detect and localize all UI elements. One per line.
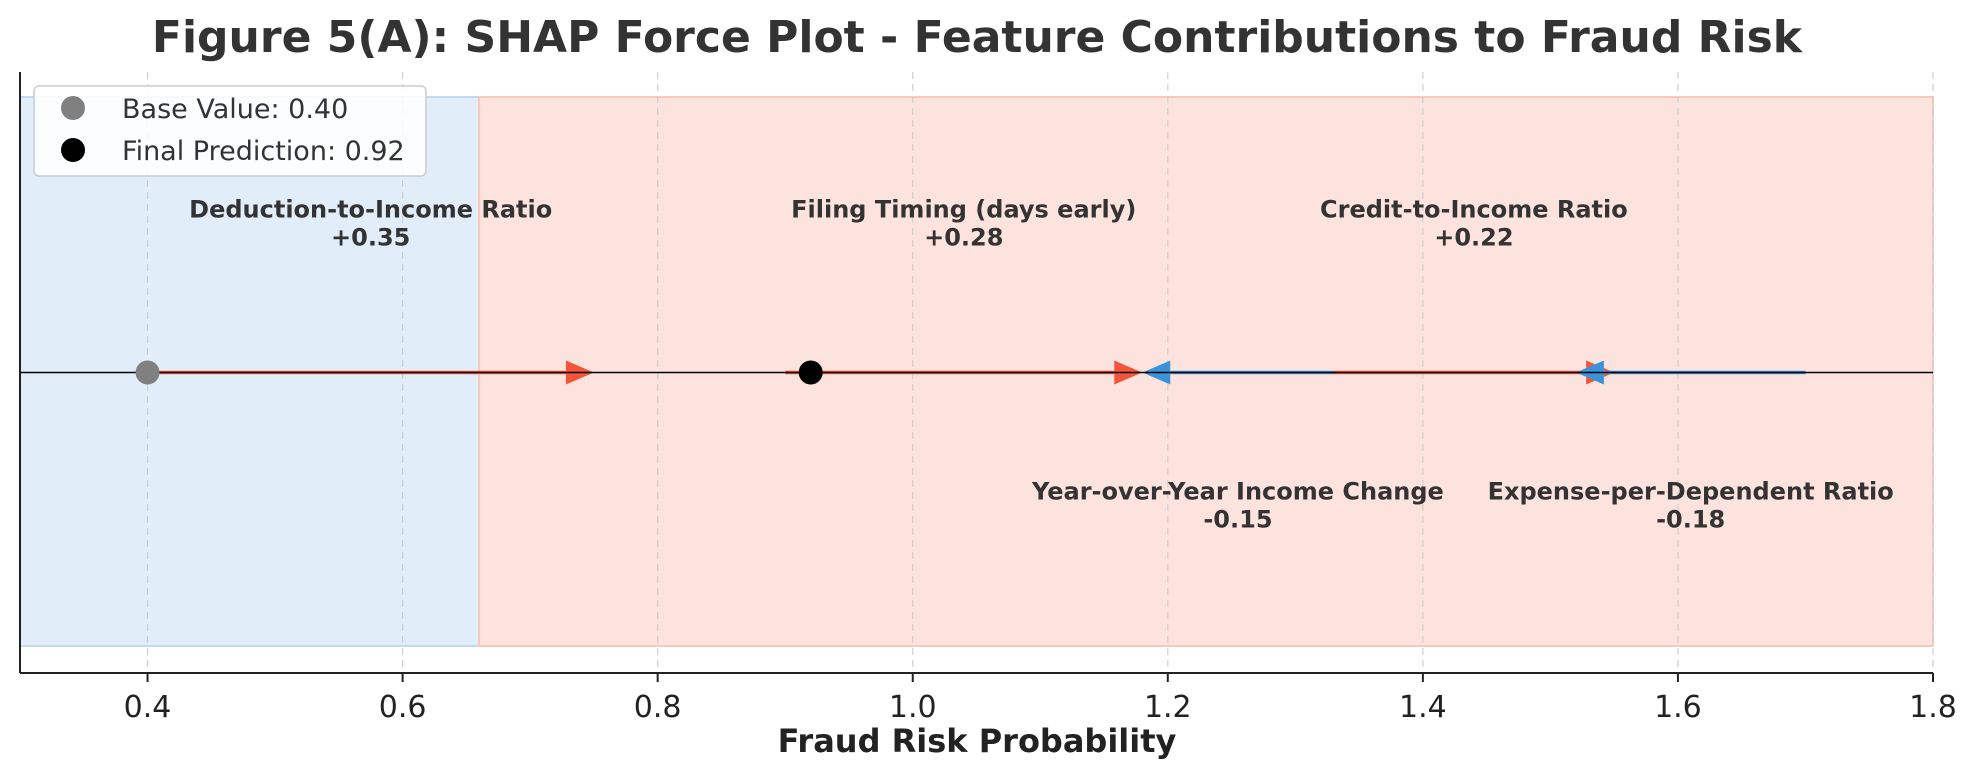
feature-value-label: -0.18 bbox=[1656, 506, 1725, 534]
final-prediction-marker bbox=[798, 360, 823, 385]
x-tick-label: 0.4 bbox=[124, 690, 172, 725]
feature-value-label: +0.35 bbox=[331, 223, 410, 251]
legend-box bbox=[33, 85, 427, 177]
legend-marker bbox=[61, 96, 85, 120]
feature-name-label: Filing Timing (days early) bbox=[791, 195, 1136, 223]
x-tick-label: 1.6 bbox=[1654, 690, 1702, 725]
x-tick-label: 1.2 bbox=[1144, 690, 1192, 725]
feature-value-label: -0.15 bbox=[1203, 506, 1272, 534]
feature-value-label: +0.28 bbox=[924, 223, 1003, 251]
x-tick-label: 0.8 bbox=[634, 690, 682, 725]
feature-name-label: Deduction-to-Income Ratio bbox=[189, 195, 552, 223]
x-tick-label: 1.4 bbox=[1399, 690, 1447, 725]
x-tick-label: 0.6 bbox=[379, 690, 427, 725]
legend-marker bbox=[61, 138, 85, 162]
x-axis-label: Fraud Risk Probability bbox=[778, 722, 1177, 760]
x-tick-label: 1.0 bbox=[889, 690, 937, 725]
feature-value-label: +0.22 bbox=[1434, 223, 1513, 251]
feature-name-label: Credit-to-Income Ratio bbox=[1320, 195, 1628, 223]
chart-title: Figure 5(A): SHAP Force Plot - Feature C… bbox=[152, 12, 1804, 63]
feature-name-label: Expense-per-Dependent Ratio bbox=[1488, 478, 1894, 506]
feature-name-label: Year-over-Year Income Change bbox=[1031, 478, 1444, 506]
plot-area: 0.4 0.6 0.8 1.0 1.2 1.4 1.6 1.8 Deduction-to-Inc… bbox=[19, 72, 1957, 725]
base-value-marker bbox=[135, 360, 160, 385]
x-tick-label: 1.8 bbox=[1909, 690, 1957, 725]
legend-label: Final Prediction: 0.92 bbox=[122, 136, 405, 167]
legend-label: Base Value: 0.40 bbox=[122, 94, 348, 125]
